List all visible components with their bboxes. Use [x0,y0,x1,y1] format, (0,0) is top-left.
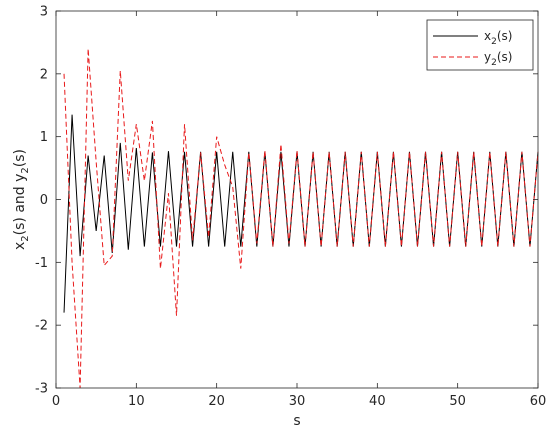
x-tick-label: 10 [128,394,145,409]
x-tick-label: 20 [208,394,225,409]
plot-area [56,11,538,388]
legend-entry-y2: y2(s) [484,50,512,68]
x-tick-label: 40 [369,394,386,409]
x-tick-label: 0 [52,394,60,409]
x-tick-label: 60 [530,394,547,409]
y-tick-label: -3 [35,382,48,397]
x-tick-label: 50 [449,394,466,409]
y-tick-label: -1 [35,256,48,271]
axes-box [55,10,539,389]
series-layer [63,48,539,389]
y-tick-label: 0 [40,193,48,208]
y-tick-label: 2 [40,67,48,82]
y-tick-label: 1 [40,130,48,145]
legend: x2(s) y2(s) [426,19,534,71]
y-tick-label: -2 [35,319,48,334]
legend-box [426,19,534,71]
y-tick-label: 3 [40,5,48,20]
series-line-y2 [63,48,539,389]
x-axis-label: s [293,413,300,429]
y-axis-label: x2(s) and y2(s) [12,149,31,250]
tick-label-layer: 0 10 20 30 40 50 60 -3 -2 -1 0 1 2 3 [35,5,546,410]
x-tick-label: 30 [289,394,306,409]
legend-entry-x2: x2(s) [484,29,512,47]
